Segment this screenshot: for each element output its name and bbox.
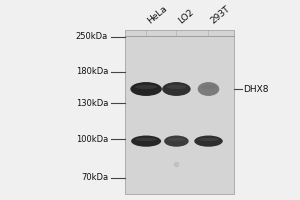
Text: DHX8: DHX8 (244, 85, 269, 94)
Ellipse shape (131, 136, 161, 147)
Text: HeLa: HeLa (146, 4, 169, 25)
Ellipse shape (130, 82, 162, 96)
Text: 250kDa: 250kDa (76, 32, 108, 41)
Text: 130kDa: 130kDa (76, 99, 108, 108)
Ellipse shape (199, 138, 218, 141)
Text: 70kDa: 70kDa (81, 173, 108, 182)
Ellipse shape (162, 82, 191, 96)
Text: 293T: 293T (208, 4, 232, 25)
Ellipse shape (201, 85, 216, 89)
Bar (124, 30, 234, 194)
Ellipse shape (194, 136, 223, 147)
Ellipse shape (168, 138, 185, 141)
Ellipse shape (167, 85, 186, 89)
Text: 100kDa: 100kDa (76, 135, 108, 144)
Ellipse shape (135, 85, 157, 89)
Ellipse shape (136, 138, 157, 141)
Ellipse shape (198, 82, 219, 96)
Text: 180kDa: 180kDa (76, 67, 108, 76)
Ellipse shape (164, 136, 189, 147)
Text: LO2: LO2 (176, 7, 195, 25)
